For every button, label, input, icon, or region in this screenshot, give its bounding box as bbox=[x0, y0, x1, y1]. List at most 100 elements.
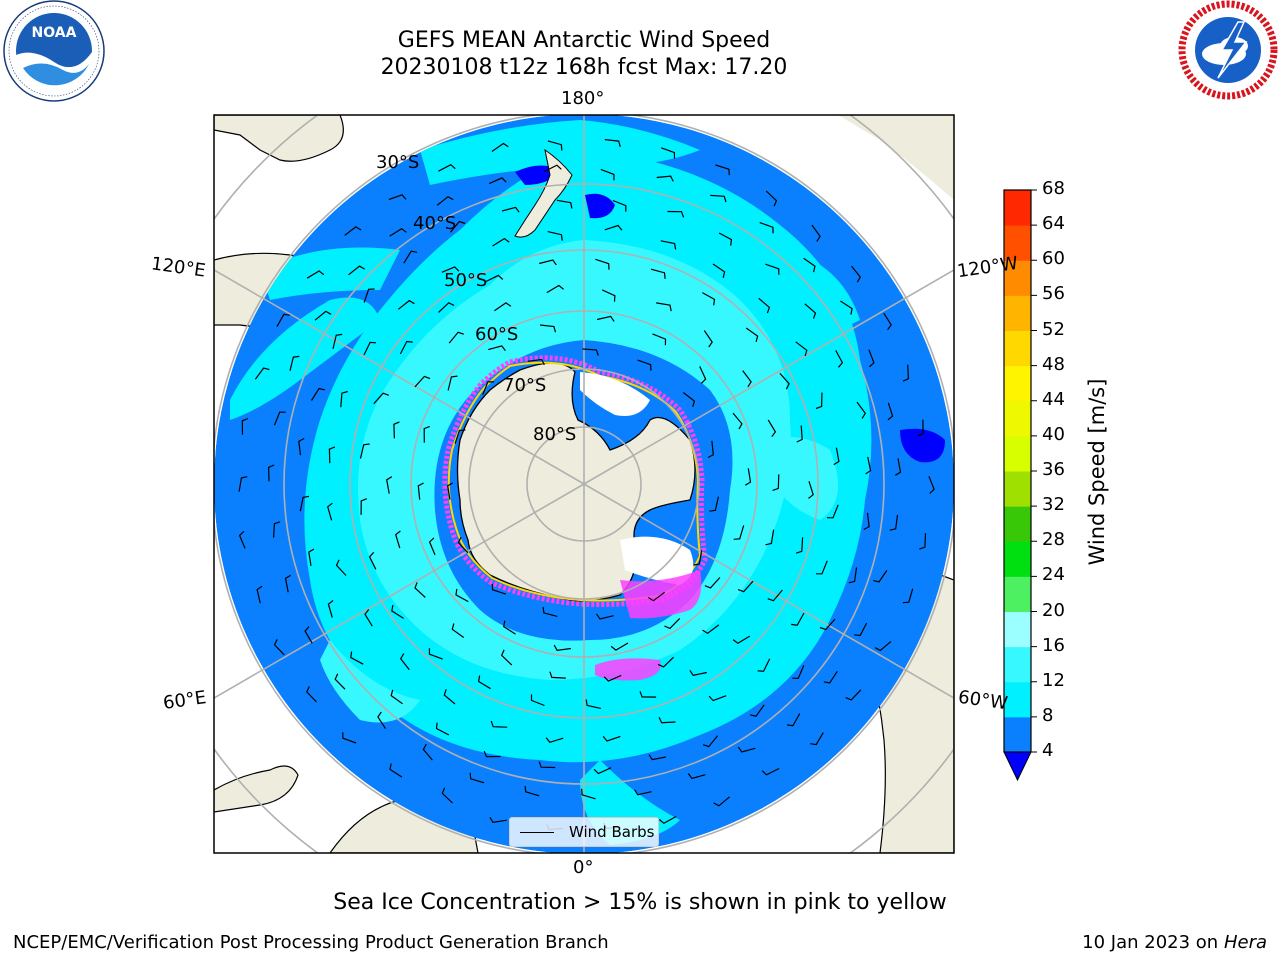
wind-barb bbox=[417, 482, 424, 500]
colorbar-tick-label: 16 bbox=[1042, 634, 1065, 656]
wind-barb bbox=[765, 529, 775, 546]
wind-barb bbox=[795, 537, 804, 554]
wind-barb bbox=[363, 341, 377, 356]
wind-barb bbox=[256, 585, 263, 604]
wind-barb bbox=[902, 588, 914, 604]
machine-name: Hera bbox=[1223, 932, 1267, 953]
wind-barb bbox=[868, 349, 875, 368]
wind-barb bbox=[344, 226, 362, 236]
wind-barb bbox=[744, 468, 752, 486]
lon-label-0: 0° bbox=[573, 857, 594, 878]
wind-barb bbox=[542, 606, 558, 617]
colorbar bbox=[1003, 189, 1037, 782]
wind-barb bbox=[238, 476, 248, 492]
wind-barb bbox=[306, 270, 325, 279]
wind-barb bbox=[304, 626, 313, 644]
colorbar-tick-label: 12 bbox=[1042, 669, 1065, 691]
wind-barb bbox=[299, 495, 310, 512]
wind-barb bbox=[816, 560, 828, 575]
wind-barb-legend-line bbox=[520, 831, 554, 833]
wind-barb bbox=[704, 577, 721, 589]
wind-barb bbox=[503, 620, 516, 635]
wind-barb bbox=[469, 772, 485, 784]
wind-barb bbox=[491, 142, 509, 152]
wind-barb bbox=[254, 367, 270, 380]
wind-barb bbox=[276, 313, 290, 327]
wind-barb bbox=[423, 425, 431, 443]
wind-barb bbox=[438, 163, 456, 172]
wind-barb bbox=[757, 658, 771, 672]
wind-barb bbox=[490, 720, 508, 728]
wind-barb bbox=[314, 310, 332, 321]
wind-barb bbox=[538, 761, 556, 769]
colorbar-tick-label: 4 bbox=[1042, 740, 1054, 761]
wind-barb bbox=[637, 359, 652, 371]
wind-barb bbox=[547, 231, 563, 241]
wind-barb bbox=[737, 746, 756, 753]
wind-barb bbox=[447, 482, 454, 500]
wind-barb bbox=[745, 327, 759, 343]
wind-barb bbox=[546, 284, 564, 294]
wind-barb bbox=[664, 617, 681, 630]
wind-barb bbox=[826, 504, 839, 519]
wind-barb bbox=[791, 612, 805, 626]
wind-barb bbox=[327, 600, 334, 618]
wind-barb bbox=[391, 604, 404, 619]
wind-barb bbox=[368, 551, 377, 570]
wind-barb bbox=[919, 533, 927, 550]
wind-barb bbox=[759, 222, 774, 234]
colorbar-segment bbox=[1004, 330, 1031, 367]
colorbar-segment bbox=[1004, 646, 1031, 683]
colorbar-tick-label: 28 bbox=[1042, 529, 1065, 551]
wind-barb bbox=[332, 333, 343, 350]
wind-barb bbox=[648, 754, 667, 761]
wind-barb bbox=[388, 194, 407, 201]
wind-barb bbox=[441, 266, 460, 273]
wind-barb bbox=[399, 340, 413, 355]
wind-barb bbox=[389, 763, 403, 778]
credit-text: NCEP/EMC/Verification Post Processing Pr… bbox=[13, 932, 609, 953]
lat-label-30s: 30°S bbox=[376, 152, 420, 173]
wind-barb bbox=[786, 713, 801, 727]
wind-barb bbox=[403, 250, 418, 264]
wind-barb bbox=[273, 411, 286, 426]
date-text: 10 Jan 2023 on bbox=[1082, 932, 1219, 953]
wind-barb bbox=[389, 227, 407, 237]
colorbar-segment bbox=[1004, 471, 1031, 507]
wind-barb bbox=[823, 670, 838, 684]
colorbar-segment bbox=[1004, 506, 1031, 542]
wind-barb bbox=[693, 550, 703, 566]
wind-barb bbox=[811, 224, 821, 242]
wind-barb bbox=[390, 689, 403, 705]
wind-barb bbox=[874, 640, 892, 652]
wind-barb bbox=[422, 743, 433, 761]
wind-barb bbox=[894, 458, 902, 476]
wind-barb bbox=[742, 370, 752, 388]
wind-barb bbox=[393, 421, 400, 439]
wind-barb bbox=[767, 589, 783, 602]
wind-barb bbox=[660, 240, 677, 250]
lat-label-50s: 50°S bbox=[444, 270, 488, 291]
wind-barb bbox=[553, 644, 571, 651]
sea-ice bbox=[442, 355, 708, 681]
wind-barb bbox=[604, 224, 623, 231]
wind-barb bbox=[455, 588, 469, 603]
wind-barb bbox=[457, 536, 469, 554]
wind-barb bbox=[810, 732, 824, 746]
wind-barb bbox=[363, 288, 375, 303]
wind-barb bbox=[758, 297, 771, 314]
wind-barb bbox=[340, 390, 348, 408]
wind-barb bbox=[482, 381, 494, 396]
wind-barb bbox=[765, 263, 780, 275]
wind-barb bbox=[501, 206, 520, 213]
wind-barb bbox=[488, 345, 506, 352]
wind-barb bbox=[441, 787, 453, 804]
wind-barb bbox=[335, 559, 347, 576]
wind-barb bbox=[687, 773, 706, 780]
wind-barb bbox=[436, 195, 454, 206]
wind-barb bbox=[667, 210, 685, 218]
noaa-logo: NOAA bbox=[3, 0, 105, 102]
wind-barb bbox=[360, 498, 368, 515]
wind-barb bbox=[600, 168, 615, 181]
wind-barb bbox=[454, 429, 466, 444]
